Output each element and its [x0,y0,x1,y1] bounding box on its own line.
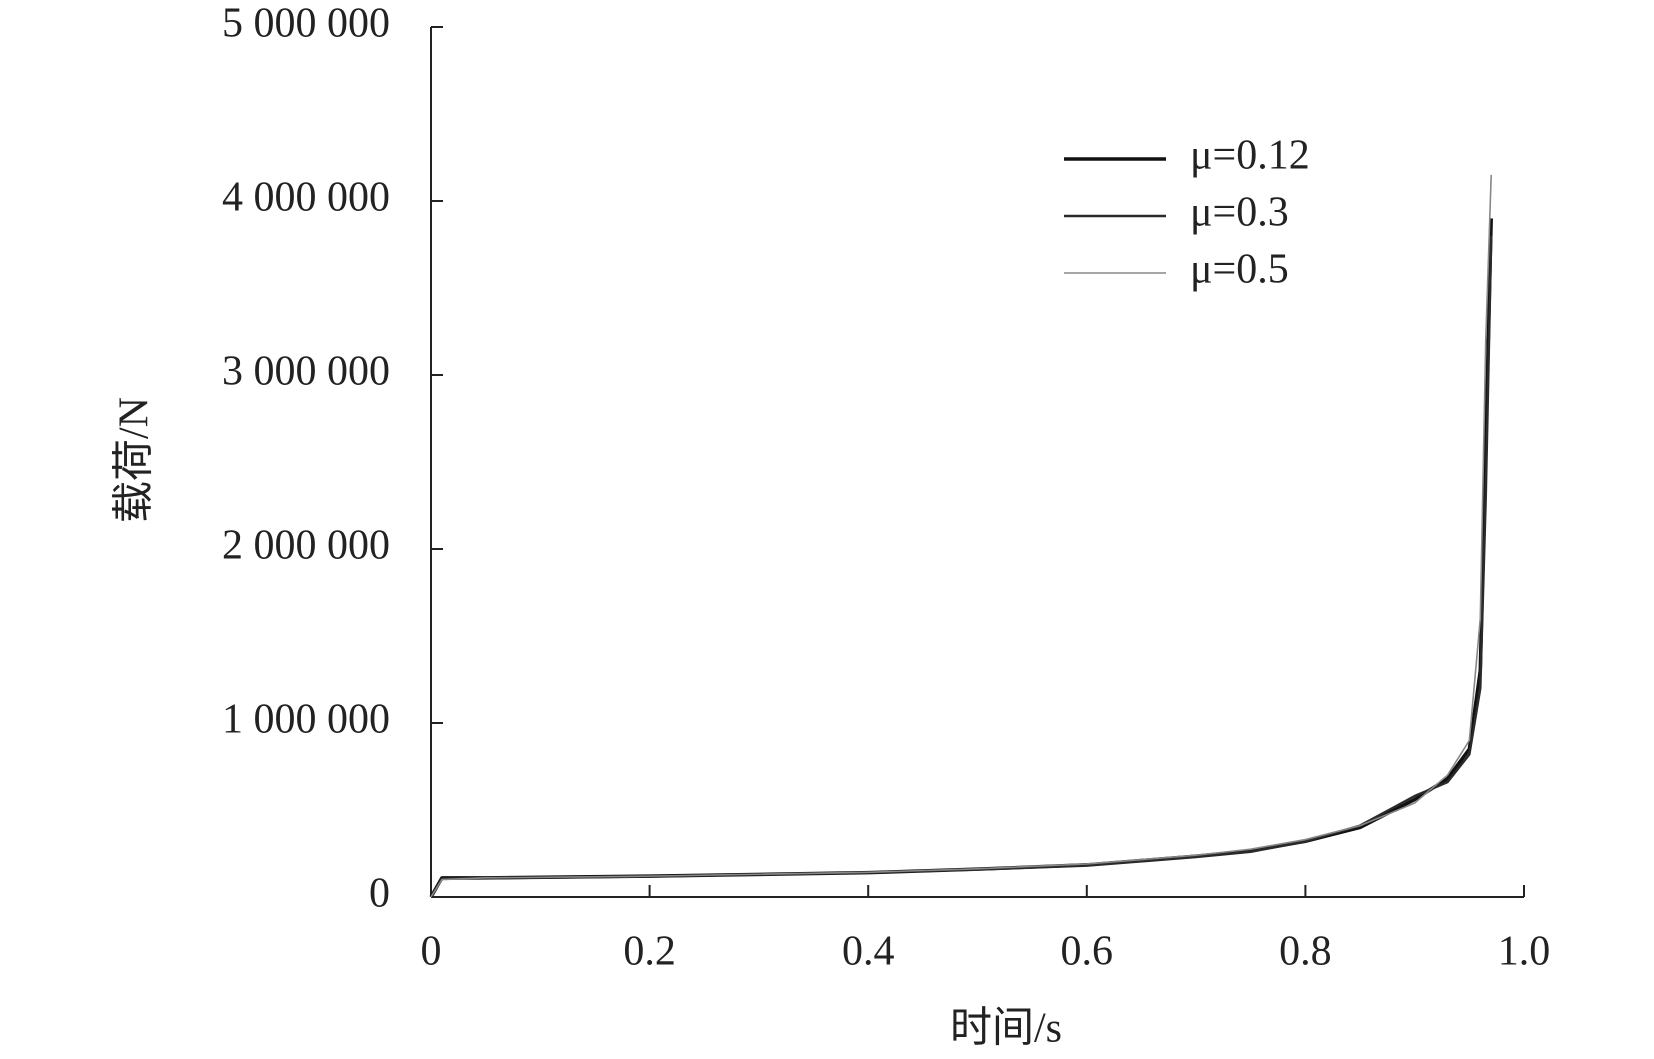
y-tick-label: 0 [369,871,390,917]
legend-label: μ=0.3 [1190,190,1289,236]
x-axis-title: 时间/s [950,1006,1062,1052]
y-tick-label: 4 000 000 [222,175,390,221]
series-line [429,235,1493,898]
y-tick-label: 5 000 000 [222,1,390,47]
x-tick-label: 0.4 [842,929,895,975]
y-tick-label: 1 000 000 [222,697,390,743]
x-tick-label: 1.0 [1498,929,1551,975]
legend-label: μ=0.12 [1190,133,1310,179]
x-tick-label: 0.2 [623,929,676,975]
x-tick-label: 0 [421,929,442,975]
y-tick-label: 2 000 000 [222,523,390,569]
y-tick-label: 3 000 000 [222,349,390,395]
y-axis-title: 载荷/N [112,397,158,523]
series-line [429,218,1493,898]
x-tick-label: 0.8 [1279,929,1332,975]
series-line [430,174,1493,898]
x-tick-label: 0.6 [1061,929,1114,975]
legend-label: μ=0.5 [1190,247,1289,293]
